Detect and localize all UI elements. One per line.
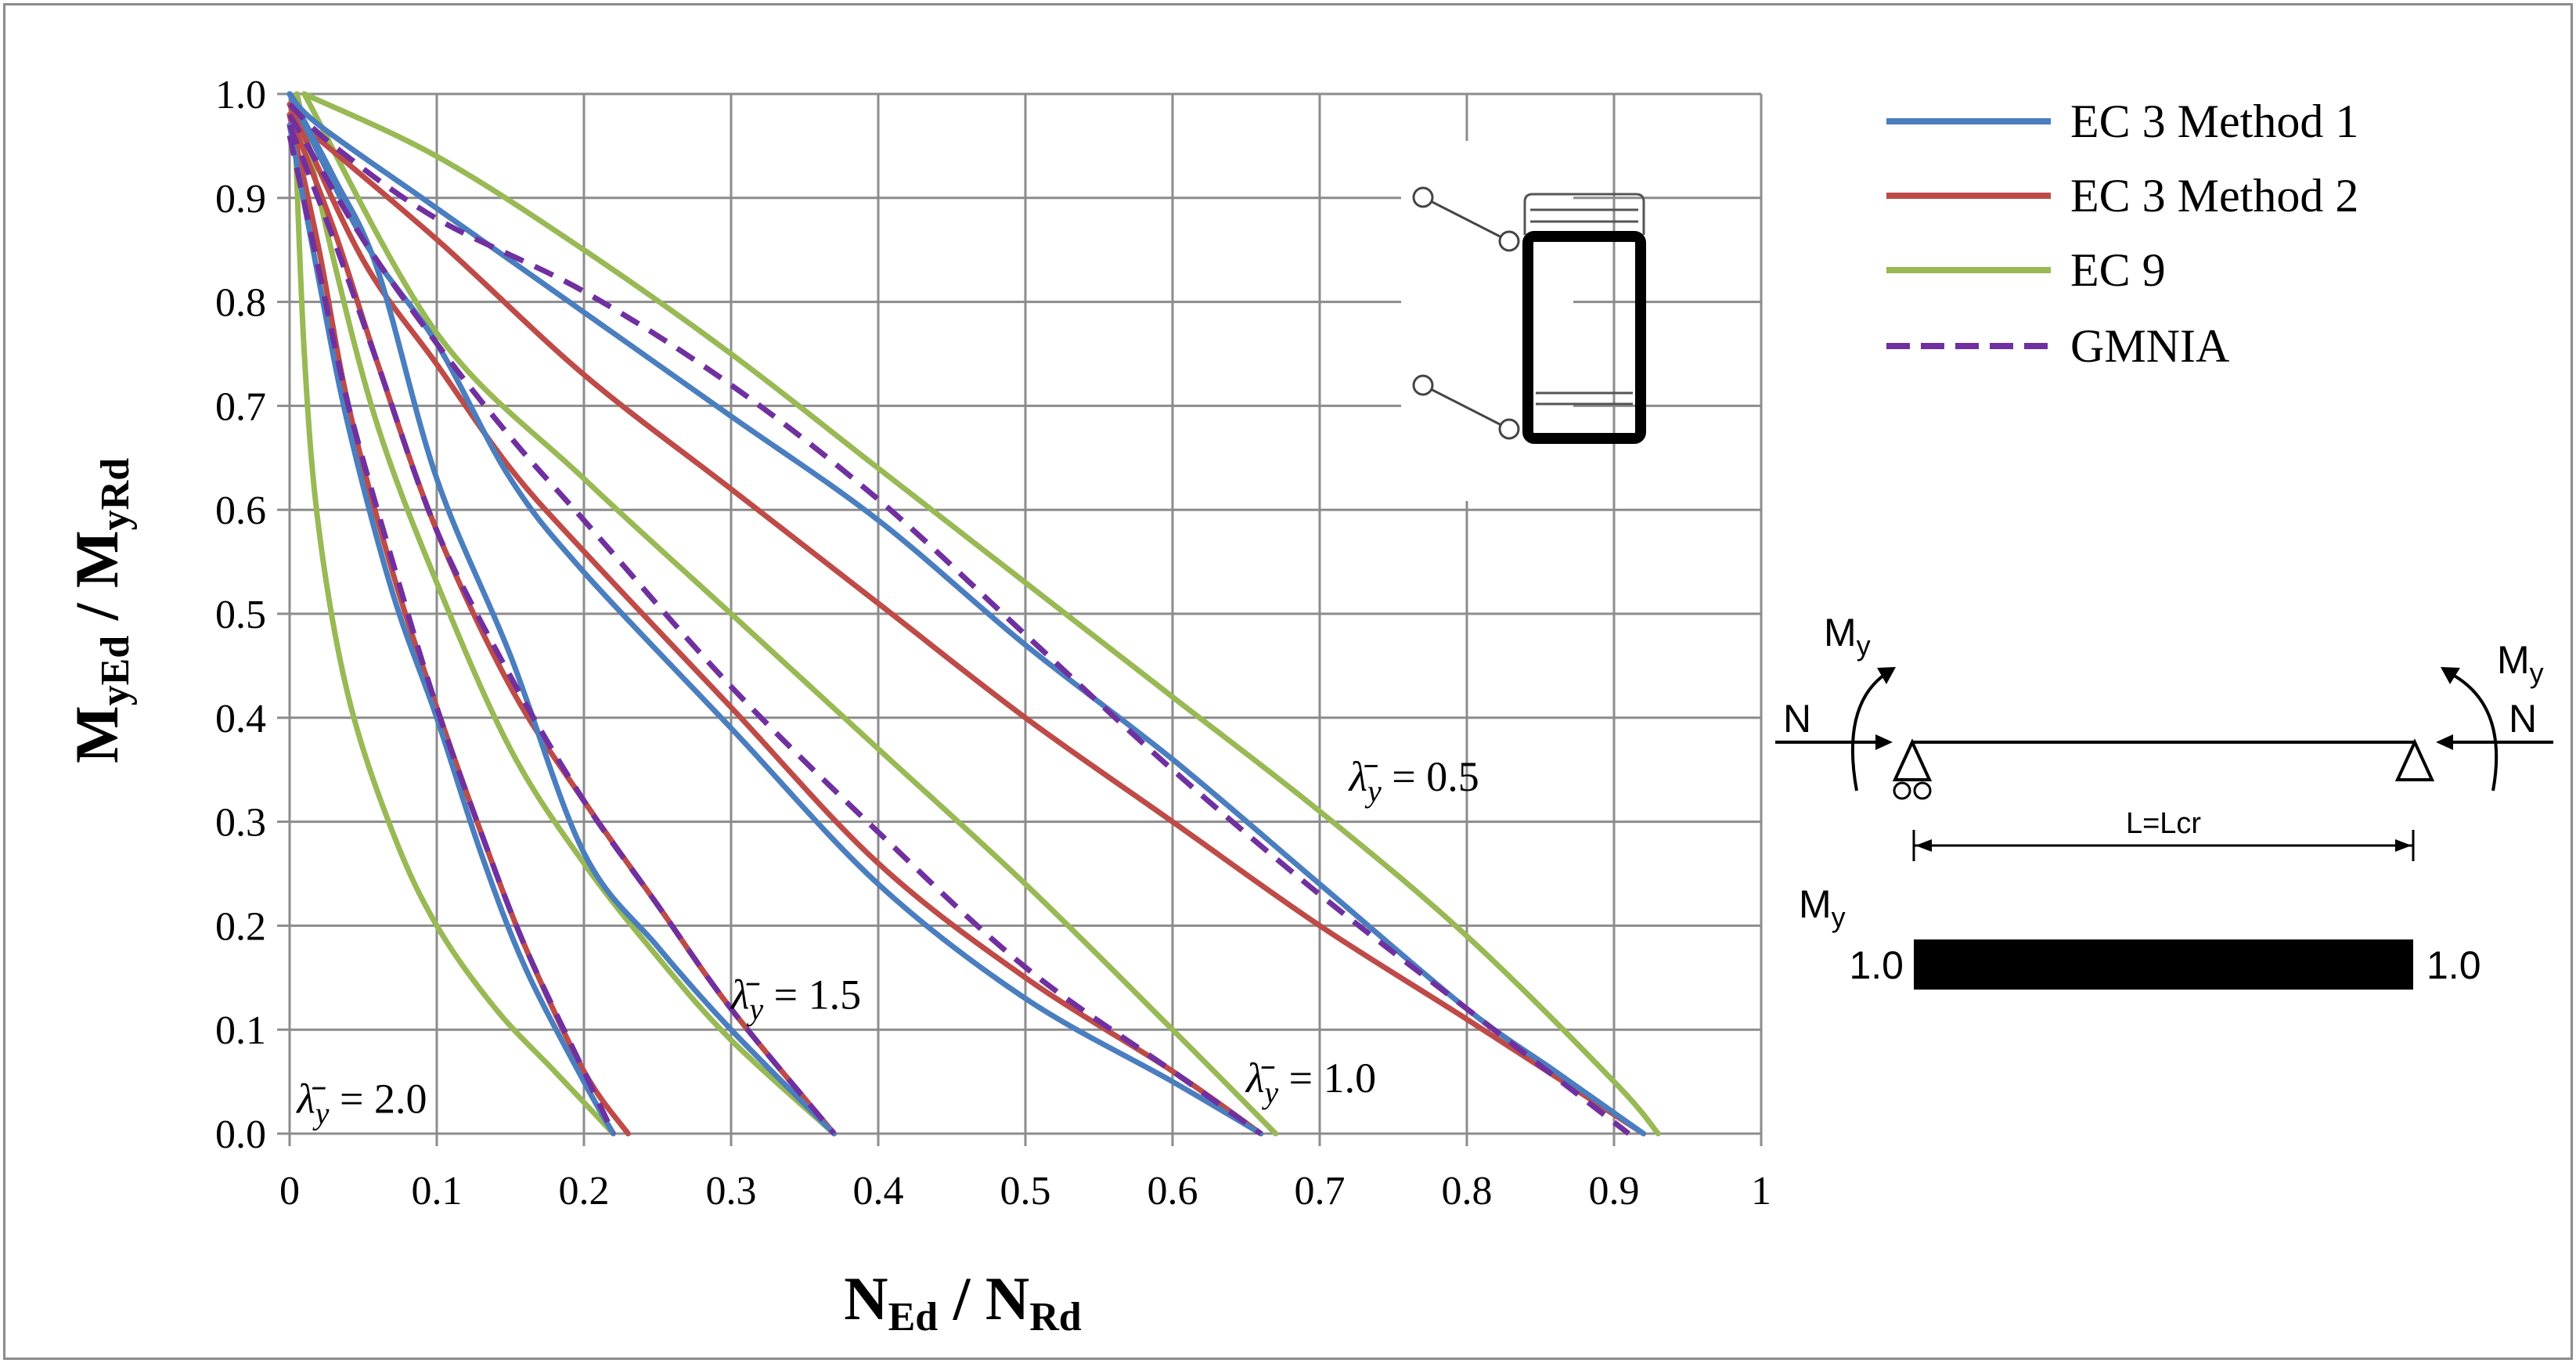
moment-arc-right	[2449, 672, 2499, 791]
series-line-ec-9-lambda-1-0	[301, 91, 1279, 1137]
legend-label-ec3-method1: EC 3 Method 1	[2070, 96, 2358, 147]
series-line-gmnia-lambda-0-5	[287, 102, 1630, 1136]
x-tick-label: 0.1	[412, 1169, 463, 1213]
x-tick-label: 0.3	[706, 1169, 757, 1213]
moment-label-right: My	[2497, 638, 2544, 689]
slenderness-label: λ̄y = 0.5	[1348, 753, 1479, 809]
x-tick-label: 0.8	[1442, 1169, 1493, 1213]
axial-label-right: N	[2509, 697, 2537, 741]
x-tick-label: 0.6	[1147, 1169, 1198, 1213]
series-line-ec-9-lambda-1-5	[294, 91, 838, 1137]
y-axis-title: MyEd / MyRd	[63, 458, 138, 763]
slenderness-label: λ̄y = 2.0	[295, 1075, 427, 1130]
x-axis-title: NEd / NRd	[844, 1264, 1082, 1340]
moment-value-right: 1.0	[2426, 943, 2481, 987]
y-tick-label: 0.1	[215, 1008, 266, 1053]
x-tick-label: 0.4	[853, 1169, 904, 1213]
slenderness-label: λ̄y = 1.0	[1245, 1055, 1376, 1110]
x-tick-label: 0.9	[1589, 1169, 1640, 1213]
axial-label-left: N	[1783, 697, 1811, 741]
x-tick-label: 0	[279, 1169, 300, 1213]
moment-label-left: My	[1824, 611, 1871, 662]
y-tick-label: 0.4	[215, 697, 266, 741]
series-line-ec-9-lambda-2-0	[291, 101, 617, 1137]
legend: EC 3 Method 1 EC 3 Method 2 EC 9 GMNIA	[1886, 96, 2358, 372]
x-tick-label: 1	[1751, 1169, 1771, 1213]
beam-diagram: N N My My L=Lcr My 1.0 1.0	[1775, 611, 2553, 990]
moment-diagram-label: My	[1799, 882, 1846, 933]
cross-section-icon	[1401, 141, 1646, 501]
series-lines	[286, 91, 1661, 1137]
moment-value-left: 1.0	[1849, 943, 1904, 987]
moment-diagram-bar	[1914, 939, 2413, 990]
length-label: L=Lcr	[2126, 807, 2201, 840]
roller-support	[2394, 738, 2435, 781]
x-tick-label: 0.7	[1295, 1169, 1346, 1213]
series-line-ec-3-method-1-lambda-1-5	[286, 91, 838, 1137]
series-line-gmnia-lambda-1-0	[286, 113, 1263, 1136]
y-tick-label: 0.6	[215, 489, 266, 533]
series-line-gmnia-lambda-1-5	[286, 124, 837, 1136]
series-line-ec-9-lambda-0-5	[301, 91, 1661, 1137]
legend-label-ec9: EC 9	[2070, 244, 2166, 296]
pin-support	[1892, 738, 1933, 800]
tick-labels: 0 0.1 0.2 0.3 0.4 0.5 0.6 0.7 0.8 0.9 1 0.0 0.1 0.2 0.…	[215, 73, 1771, 1213]
legend-label-gmnia: GMNIA	[2070, 320, 2229, 372]
y-tick-label: 0.5	[215, 593, 266, 637]
axes	[277, 92, 1763, 1146]
series-line-ec-3-method-2-lambda-0-5	[286, 112, 1647, 1137]
y-tick-label: 0.8	[215, 281, 266, 326]
y-tick-label: 0.3	[215, 801, 266, 846]
x-tick-label: 0.5	[1000, 1169, 1051, 1213]
legend-label-ec3-method2: EC 3 Method 2	[2070, 170, 2358, 222]
moment-arc-left	[1850, 672, 1888, 791]
y-tick-label: 1.0	[215, 73, 266, 117]
y-tick-label: 0.9	[215, 177, 266, 222]
slenderness-annotations: λ̄y = 0.5λ̄y = 1.0λ̄y = 1.5λ̄y = 2.0	[295, 753, 1479, 1131]
y-tick-label: 0.0	[215, 1112, 266, 1157]
x-tick-label: 0.2	[559, 1169, 610, 1213]
y-tick-label: 0.7	[215, 384, 266, 429]
series-line-ec-3-method-2-lambda-1-0	[286, 101, 1264, 1137]
series-line-gmnia-lambda-2-0	[286, 135, 616, 1135]
y-tick-label: 0.2	[215, 904, 266, 949]
